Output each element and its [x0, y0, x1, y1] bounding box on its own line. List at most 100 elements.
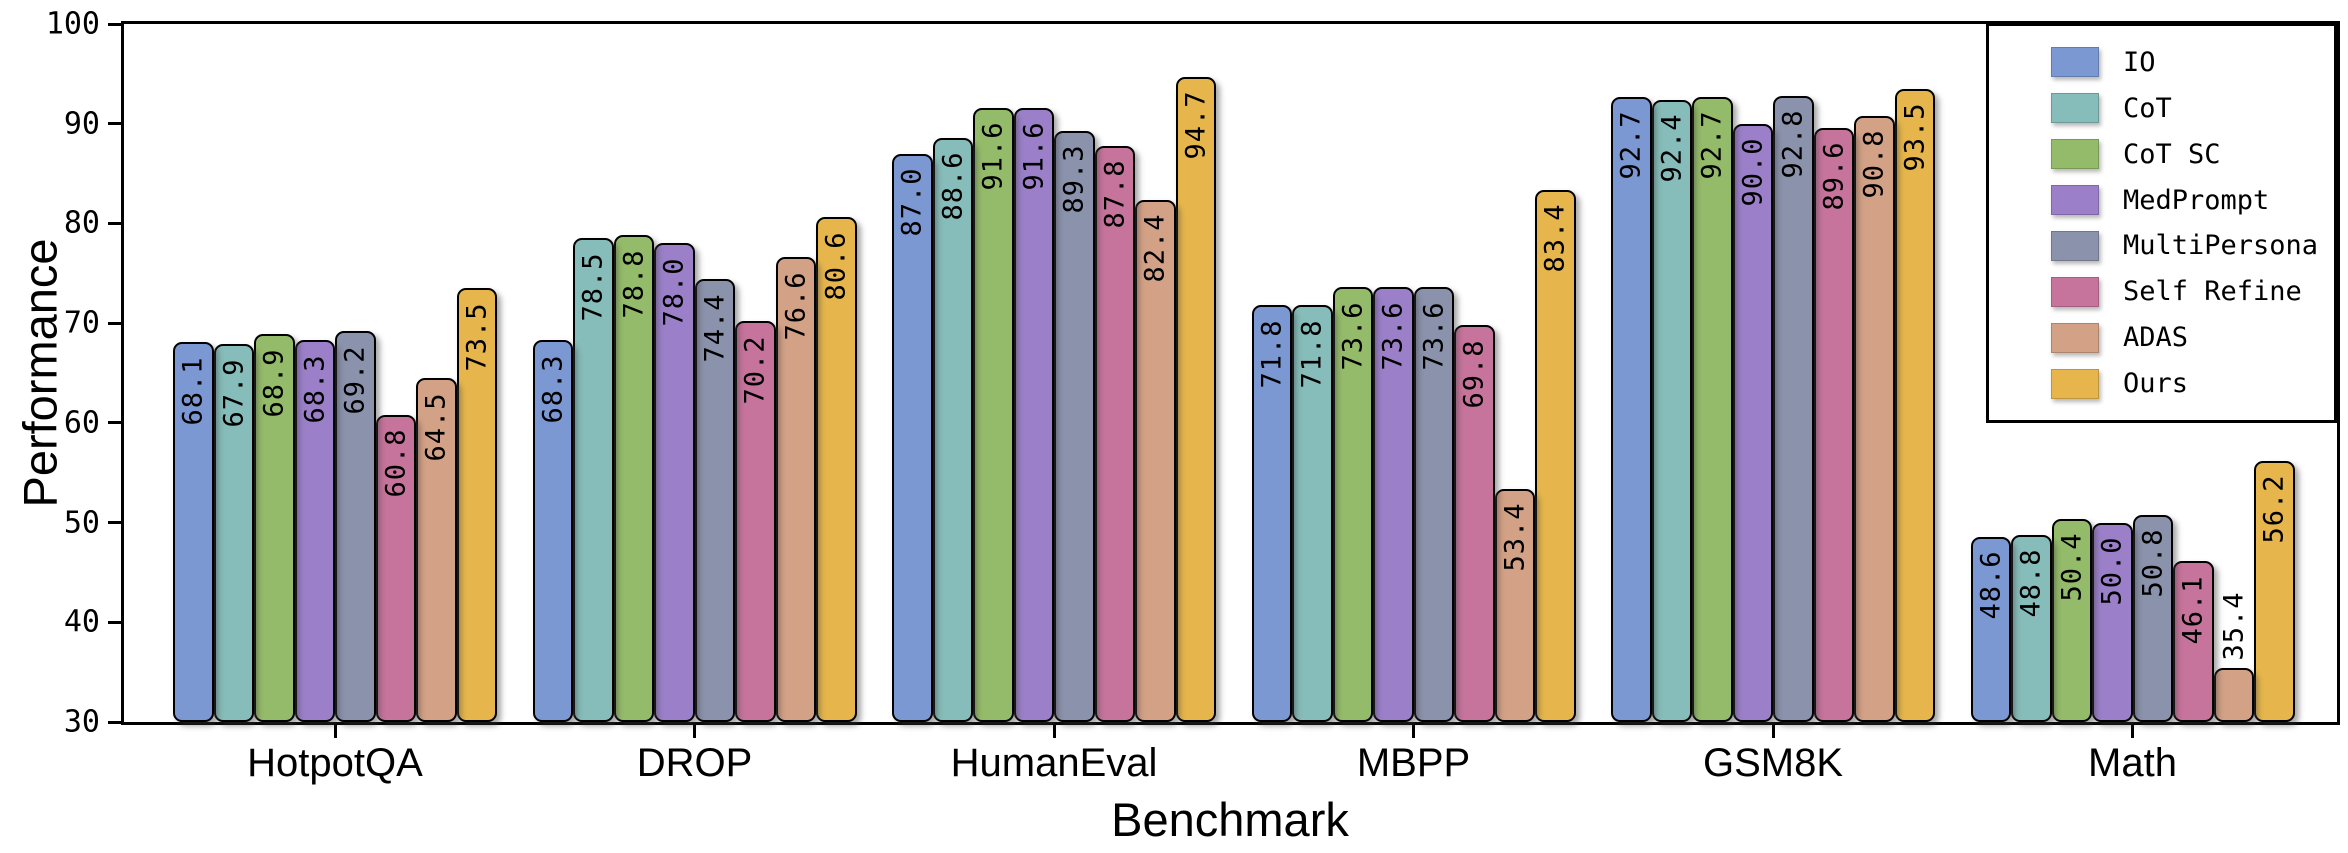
bar-value-label: 68.1 — [177, 356, 209, 426]
bar-value-label: 68.3 — [537, 354, 569, 424]
bar-value-label: 82.4 — [1139, 213, 1171, 283]
legend-swatch-ours — [2051, 368, 2099, 399]
bar-adas-gsm8k: 90.8 — [1854, 115, 1895, 722]
bar-value-label: 94.7 — [1180, 90, 1212, 160]
y-tick-mark — [108, 22, 121, 26]
legend-swatch-cot — [2051, 93, 2099, 124]
bar-adas-hotpotqa: 64.5 — [416, 378, 457, 722]
bar-multipersona-math: 50.8 — [2132, 514, 2173, 722]
bar-value-label: 91.6 — [977, 121, 1009, 191]
bar-adas-drop: 76.6 — [775, 257, 816, 722]
bar-cot-sc-drop: 78.8 — [613, 235, 654, 722]
x-tick-mark — [693, 725, 696, 738]
legend-label: CoT — [2123, 92, 2172, 124]
legend-swatch-io — [2051, 47, 2099, 78]
bar-value-label: 92.7 — [1615, 110, 1647, 180]
legend-swatch-self-refine — [2051, 276, 2099, 307]
y-tick-label: 50 — [63, 505, 100, 541]
bar-medprompt-gsm8k: 90.0 — [1732, 123, 1773, 722]
bar-value-label: 92.7 — [1696, 110, 1728, 180]
bar-cot-hotpotqa: 67.9 — [213, 344, 254, 722]
bar-cot-sc-math: 50.4 — [2051, 518, 2092, 722]
bar-value-label: 78.8 — [618, 249, 650, 319]
x-tick-label-drop: DROP — [636, 741, 753, 785]
bar-cot-gsm8k: 92.4 — [1651, 99, 1692, 722]
bar-adas-math: 35.4 — [2213, 591, 2254, 722]
bar-medprompt-hotpotqa: 68.3 — [294, 340, 335, 722]
bar-multipersona-gsm8k: 92.8 — [1773, 95, 1814, 722]
plot-area: 68.1 67.9 68.9 68.3 69.2 60.8 64.5 73.5 68.3 78.5… — [121, 21, 2340, 725]
x-tick-mark — [1052, 725, 1056, 738]
bar-self-refine-drop: 70.2 — [735, 321, 776, 722]
bar-self-refine-humaneval: 87.8 — [1094, 145, 1135, 722]
bar-self-refine-hotpotqa: 60.8 — [375, 414, 416, 722]
bar-value-label: 90.8 — [1858, 129, 1890, 199]
legend-label: MultiPersona — [2123, 230, 2319, 262]
bar-multipersona-mbpp: 73.6 — [1413, 287, 1454, 722]
legend-entry-cot-sc: CoT SC — [2051, 139, 2334, 170]
bar-cot-sc-mbpp: 73.6 — [1332, 287, 1373, 722]
legend-label: ADAS — [2123, 322, 2189, 354]
x-tick-label-mbpp: MBPP — [1356, 741, 1471, 785]
bar-multipersona-drop: 74.4 — [694, 279, 735, 722]
bar-medprompt-mbpp: 73.6 — [1373, 287, 1414, 722]
legend-entry-adas: ADAS — [2051, 322, 2334, 353]
bar-cot-math: 48.8 — [2011, 534, 2052, 722]
bar-ours-mbpp: 83.4 — [1535, 189, 1576, 722]
bar-value-label: 78.0 — [658, 257, 690, 327]
x-tick-label-humaneval: HumanEval — [950, 741, 1158, 785]
bar-value-label: 46.1 — [2177, 575, 2209, 645]
bar-value-label: 60.8 — [380, 428, 412, 498]
legend-swatch-adas — [2051, 322, 2099, 353]
x-tick-mark — [2131, 725, 2134, 738]
bar-value-label: 74.4 — [699, 293, 731, 363]
legend-label: Self Refine — [2123, 276, 2302, 308]
bar-value-label: 53.4 — [1499, 502, 1531, 572]
bar-io-math: 48.6 — [1970, 536, 2011, 722]
bar-value-label: 80.6 — [820, 231, 852, 301]
bar-value-label: 73.6 — [1377, 301, 1409, 371]
bar-cot-mbpp: 71.8 — [1292, 305, 1333, 722]
bar-value-label: 73.6 — [1418, 301, 1450, 371]
y-tick-label: 90 — [63, 106, 100, 142]
x-tick-mark — [1771, 725, 1775, 738]
bar-cot-sc-gsm8k: 92.7 — [1692, 96, 1733, 722]
y-axis-title: Performance — [13, 238, 67, 508]
bar-value-label: 78.5 — [577, 252, 609, 322]
bar-multipersona-humaneval: 89.3 — [1054, 130, 1095, 722]
legend-swatch-multipersona — [2051, 230, 2099, 261]
bar-io-mbpp: 71.8 — [1251, 305, 1292, 722]
bar-value-label: 48.6 — [1975, 550, 2007, 620]
bar-value-label: 89.3 — [1058, 144, 1090, 214]
bar-value-label: 69.2 — [339, 345, 371, 415]
bar-value-label: 73.6 — [1337, 301, 1369, 371]
bar-value-label: 70.2 — [739, 335, 771, 405]
bar-io-hotpotqa: 68.1 — [173, 342, 214, 722]
bar-value-label: 92.4 — [1656, 113, 1688, 183]
legend-entry-self-refine: Self Refine — [2051, 276, 2334, 307]
x-tick-label-gsm8k: GSM8K — [1702, 741, 1844, 785]
bar-value-label: 56.2 — [2258, 474, 2290, 544]
y-tick-label: 30 — [63, 704, 100, 740]
bar-io-humaneval: 87.0 — [892, 153, 933, 722]
bar-value-label: 50.4 — [2056, 532, 2088, 602]
bar-value-label: 87.0 — [896, 167, 928, 237]
bar-cot-sc-hotpotqa: 68.9 — [254, 334, 295, 722]
legend-label: CoT SC — [2123, 138, 2221, 170]
bar-self-refine-gsm8k: 89.6 — [1813, 127, 1854, 722]
legend-entry-cot: CoT — [2051, 93, 2334, 124]
y-tick-label: 40 — [63, 604, 100, 640]
bar-medprompt-math: 50.0 — [2092, 522, 2133, 722]
y-tick-label: 60 — [63, 405, 100, 441]
bar-self-refine-math: 46.1 — [2173, 561, 2214, 722]
bar-io-drop: 68.3 — [532, 340, 573, 722]
bar-value-label: 91.6 — [1018, 121, 1050, 191]
bar-ours-humaneval: 94.7 — [1175, 76, 1216, 722]
bar-self-refine-mbpp: 69.8 — [1454, 325, 1495, 722]
bar-cot-drop: 78.5 — [573, 238, 614, 722]
x-tick-mark — [333, 725, 337, 738]
bar-value-label: 89.6 — [1818, 141, 1850, 211]
y-tick-mark — [108, 720, 121, 724]
x-tick-label-math: Math — [2088, 741, 2177, 785]
x-tick-mark — [1412, 725, 1415, 738]
